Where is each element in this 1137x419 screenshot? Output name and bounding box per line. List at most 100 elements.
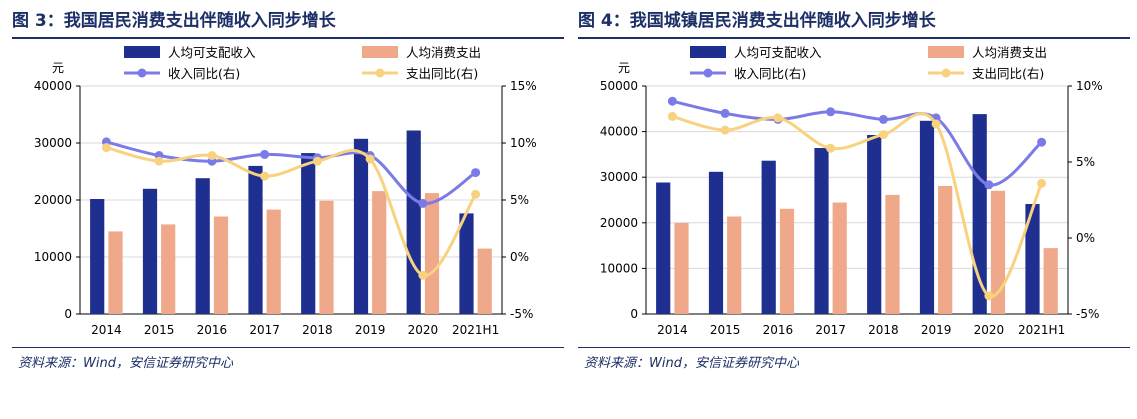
x-tick-label: 2017 [249,323,280,337]
y-tick-label: 0 [630,307,638,321]
expenditure-yoy-point [101,143,111,153]
income-yoy-point [878,114,888,124]
bar-income [867,135,882,314]
y-tick-label: 50000 [600,79,638,93]
bar-income [406,130,421,314]
expenditure-yoy-point [312,156,322,166]
bar-income [353,138,369,314]
bar-expenditure [161,224,176,314]
bar-income [301,153,316,314]
y2-tick-label: 0% [510,250,529,264]
title-rule [12,37,564,39]
expenditure-yoy-point [260,171,270,181]
x-tick-label: 2018 [302,323,333,337]
bar-income [761,160,776,314]
legend-swatch-marker [375,68,385,78]
title-rule [578,37,1130,39]
expenditure-yoy-point [418,270,428,280]
y2-tick-label: 5% [1076,155,1095,169]
income-yoy-point [826,107,836,117]
y2-tick-label: 0% [1076,231,1095,245]
legend-item: 支出同比(右) [362,66,478,81]
legend-item: 人均消费支出 [928,45,1047,60]
bar-expenditure [727,216,742,314]
bar-expenditure [674,222,689,314]
y2-tick-label: 10% [1076,79,1103,93]
income-yoy-point [1037,137,1047,147]
bar-income [972,114,987,314]
y-tick-label: 40000 [34,79,72,93]
bar-expenditure [477,248,492,314]
bar-income [248,165,263,314]
combo-chart-left: 0 10000 20000 30000 40000 -5% 0% 5% 10% 15% 元 2014 2… [34,45,537,337]
legend-label: 人均可支配收入 [168,45,256,60]
legend-item: 收入同比(右) [690,66,806,81]
source-rule [12,347,564,348]
y-tick-label: 10000 [34,250,72,264]
expenditure-yoy-point [365,154,375,164]
x-tick-label: 2016 [197,323,228,337]
expenditure-yoy-point [826,143,836,153]
x-tick-label: 2014 [657,323,688,337]
legend-swatch-marker [137,68,147,78]
bar-expenditure [372,191,387,314]
bar-income [142,188,158,314]
expenditure-yoy-point [931,119,941,129]
chart-panel-left: 图 3：我国居民消费支出伴随收入同步增长 0 10000 20000 30000 400… [12,0,568,419]
expenditure-yoy-point [878,130,888,140]
x-tick-label: 2018 [868,323,899,337]
bar-expenditure [832,202,847,314]
bar-expenditure [990,190,1006,314]
bar-expenditure [108,231,123,314]
bar-expenditure [938,186,953,314]
expenditure-yoy-point [984,291,994,301]
expenditure-yoy-point [1037,178,1047,188]
legend-swatch [928,46,964,58]
income-yoy-point [984,180,994,190]
y-axis-unit-label: 元 [52,61,64,75]
y2-tick-label: -5% [510,307,533,321]
y2-tick-label: 15% [510,79,537,93]
x-tick-label: 2020 [408,323,439,337]
legend-swatch [124,46,160,58]
y-tick-label: 20000 [34,193,72,207]
y-tick-label: 30000 [600,170,638,184]
x-tick-label: 2015 [710,323,741,337]
y2-tick-label: 5% [510,193,529,207]
expenditure-yoy-point [207,151,217,160]
income-yoy-point [260,149,270,159]
figure-title: 图 4：我国城镇居民消费支出伴随收入同步增长 [578,11,936,31]
income-yoy-point [667,96,677,106]
bar-income [459,213,474,314]
x-tick-label: 2015 [144,323,175,337]
bar-income [708,171,724,314]
bar-income [814,148,829,314]
bar-expenditure [885,194,900,314]
source-note: 资料来源：Wind，安信证券研究中心 [18,356,233,371]
expenditure-yoy-point [720,125,730,135]
x-tick-label: 2020 [974,323,1005,337]
x-tick-label: 2019 [355,323,386,337]
bar-income [919,120,935,314]
bar-income [1025,204,1040,314]
income-yoy-point [471,168,481,178]
expenditure-yoy-point [471,189,481,199]
y2-tick-label: -5% [1076,307,1099,321]
y-tick-label: 40000 [600,125,638,139]
bar-expenditure [319,200,334,314]
figure-title: 图 3：我国居民消费支出伴随收入同步增长 [12,11,336,31]
bar-expenditure [779,208,795,314]
bar-income [656,182,671,314]
x-tick-label: 2014 [91,323,122,337]
expenditure-yoy-point [773,113,783,123]
bar-expenditure [266,209,281,314]
y2-tick-label: 10% [510,136,537,150]
y-tick-label: 30000 [34,136,72,150]
bar-expenditure [1043,248,1058,314]
legend-swatch [690,46,726,58]
legend-item: 人均可支配收入 [690,45,822,60]
legend-item: 人均可支配收入 [124,45,256,60]
chart-panel-right: 图 4：我国城镇居民消费支出伴随收入同步增长 0 10000 20000 30000 4… [578,0,1134,419]
legend-label: 支出同比(右) [972,66,1044,81]
expenditure-yoy-point [154,156,164,166]
